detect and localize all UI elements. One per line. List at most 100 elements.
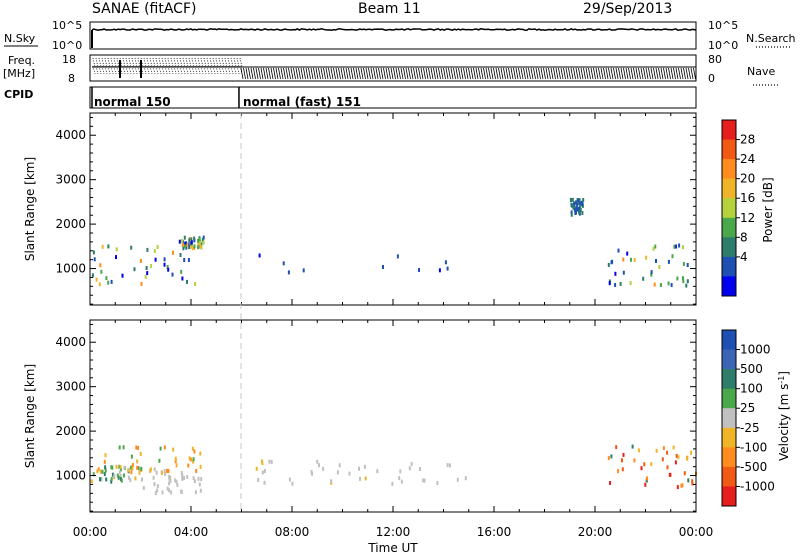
scatter-cell <box>572 205 575 210</box>
scatter-cell <box>456 477 459 482</box>
scatter-cell <box>261 470 264 475</box>
scatter-cell <box>191 446 194 451</box>
scatter-cell <box>661 457 664 462</box>
scatter-cell <box>646 476 649 481</box>
scatter-cell <box>186 279 188 284</box>
scatter-cell <box>422 478 425 483</box>
scatter-cell <box>658 265 661 269</box>
scatter-cell <box>670 283 673 287</box>
scatter-cell <box>153 482 156 487</box>
scatter-cell <box>574 208 577 213</box>
scatter-cell <box>193 244 196 249</box>
colorbar-segment <box>722 159 736 180</box>
scatter-cell <box>180 269 183 274</box>
scatter-cell <box>122 473 125 478</box>
scatter-cell <box>191 246 194 251</box>
scatter-cell <box>111 465 114 470</box>
scatter-cell <box>398 476 401 481</box>
colorbar-tick-label: 25 <box>740 401 755 415</box>
scatter-cell <box>674 460 677 465</box>
colorbar-tick-label: 8 <box>740 230 748 244</box>
power-panel: 1000 2000 3000 4000 Slant Range [km] <box>23 112 697 306</box>
scatter-cell <box>137 445 139 450</box>
scatter-cell <box>287 270 290 275</box>
scatter-cell <box>127 468 130 473</box>
scatter-cell <box>318 463 320 468</box>
scatter-cell <box>668 472 671 477</box>
scatter-cell <box>197 243 200 247</box>
scatter-cell <box>258 253 261 258</box>
scatter-cell <box>137 466 140 471</box>
scatter-cell <box>194 490 197 495</box>
scatter-cell <box>682 245 684 250</box>
scatter-cell <box>118 464 121 469</box>
scatter-cell <box>200 477 203 482</box>
scatter-cell <box>167 267 170 272</box>
freq-label: Freq. <box>8 54 35 67</box>
scatter-cell <box>400 479 403 484</box>
scatter-cell <box>270 459 273 464</box>
scatter-cell <box>186 474 189 479</box>
scatter-cell <box>192 476 195 481</box>
y-tick-label: 1000 <box>55 262 86 276</box>
colorbar-tick-label: -25 <box>740 421 760 435</box>
scatter-cell <box>107 244 110 249</box>
scatter-cell <box>691 481 694 486</box>
scatter-cell <box>576 202 579 207</box>
scatter-cell <box>144 274 147 279</box>
x-tick-label: 12:00 <box>376 525 411 539</box>
colorbar-segment <box>722 217 736 238</box>
scatter-cell <box>571 197 574 202</box>
power-colorbar-label: Power [dB] <box>761 177 775 242</box>
scatter-cell <box>187 258 190 262</box>
scatter-cell <box>263 480 266 485</box>
scatter-cell <box>174 478 177 483</box>
scatter-cell <box>653 282 656 287</box>
y-tick-label: 4000 <box>55 335 86 349</box>
scatter-cell <box>678 243 681 248</box>
scatter-cell <box>145 266 148 270</box>
scatter-cell <box>189 457 192 462</box>
scatter-cell <box>107 280 110 285</box>
scatter-cell <box>142 486 145 490</box>
scatter-cell <box>577 206 580 211</box>
beam-title: Beam 11 <box>358 1 421 17</box>
scatter-cell <box>644 482 647 487</box>
sky-noise-trace <box>91 27 697 32</box>
scatter-cell <box>104 468 107 473</box>
date-title: 29/Sep/2013 <box>583 1 672 17</box>
scatter-cell <box>571 203 574 208</box>
scatter-cell <box>91 273 94 278</box>
scatter-cell <box>156 245 159 249</box>
scatter-cell <box>691 479 694 484</box>
colorbar-segment <box>722 120 736 141</box>
scatter-cell <box>330 479 333 484</box>
scatter-cell <box>316 459 319 464</box>
scatter-cell <box>104 453 107 458</box>
scatter-cell <box>95 277 98 282</box>
scatter-cell <box>163 469 166 473</box>
scatter-cell <box>577 198 580 203</box>
scatter-cell <box>129 465 132 470</box>
scatter-cell <box>172 447 175 452</box>
scatter-cell <box>257 477 260 482</box>
scatter-cell <box>419 467 421 471</box>
scatter-cell <box>131 463 134 467</box>
scatter-cell <box>640 466 643 471</box>
scatter-cell <box>686 263 689 267</box>
nave-label: Nave <box>747 65 775 78</box>
scatter-cell <box>178 239 181 244</box>
scatter-cell <box>166 468 168 473</box>
scatter-cell <box>582 198 585 202</box>
time-axis: 00:00 04:00 08:00 12:00 16:00 20:00 00:00 <box>73 525 714 539</box>
sky-tick-bottom: 10^0 <box>52 39 82 52</box>
cpid-panel: CPID normal 150 normal (fast) 151 <box>4 86 697 109</box>
scatter-cell <box>675 453 678 458</box>
scatter-cell <box>110 279 113 284</box>
scatter-cell <box>410 461 413 466</box>
scatter-cell <box>118 470 121 475</box>
scatter-cell <box>184 244 187 249</box>
scatter-cell <box>105 477 108 482</box>
scatter-cell <box>268 459 271 464</box>
scatter-cell <box>99 469 102 474</box>
